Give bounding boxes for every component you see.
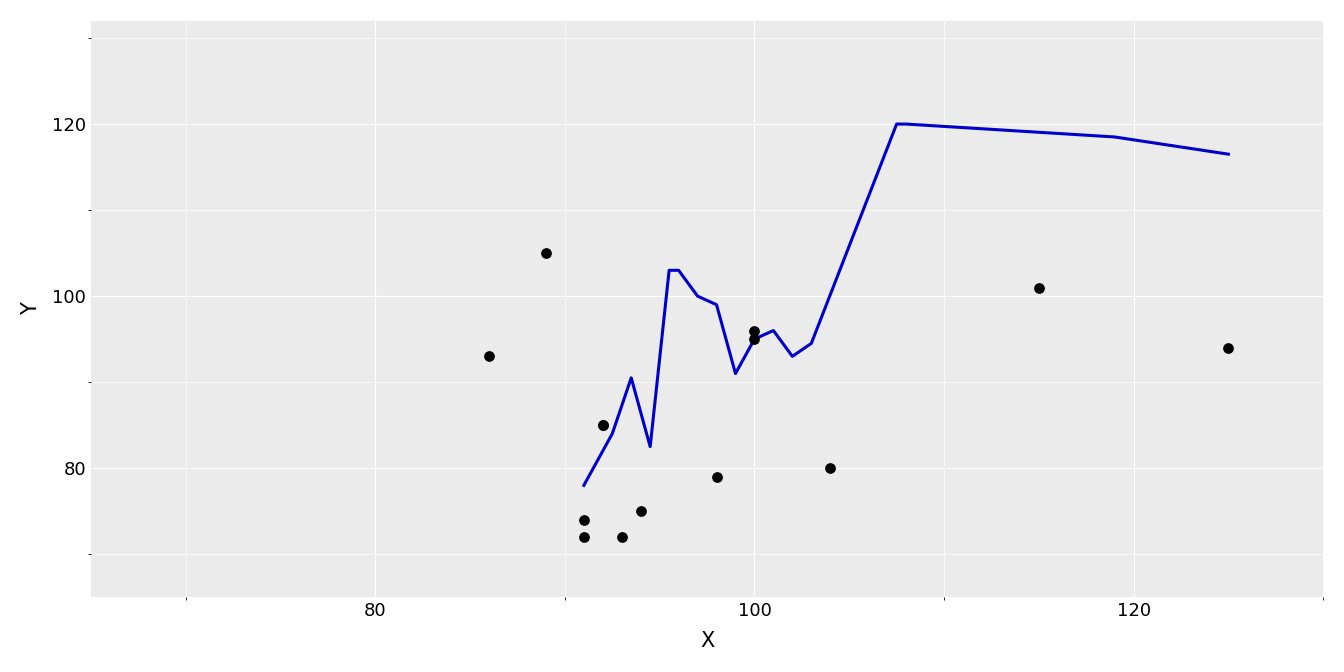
- Y-axis label: Y: Y: [22, 302, 40, 315]
- X-axis label: X: X: [700, 631, 714, 651]
- Point: [591, 420, 613, 431]
- Point: [1028, 282, 1050, 293]
- Point: [706, 471, 727, 482]
- Point: [535, 248, 556, 259]
- Point: [573, 514, 594, 525]
- Point: [478, 351, 500, 362]
- Point: [820, 463, 841, 474]
- Point: [743, 334, 765, 345]
- Point: [1218, 342, 1239, 353]
- Point: [612, 532, 633, 542]
- Point: [591, 420, 613, 431]
- Point: [630, 506, 652, 517]
- Point: [573, 532, 594, 542]
- Point: [743, 325, 765, 336]
